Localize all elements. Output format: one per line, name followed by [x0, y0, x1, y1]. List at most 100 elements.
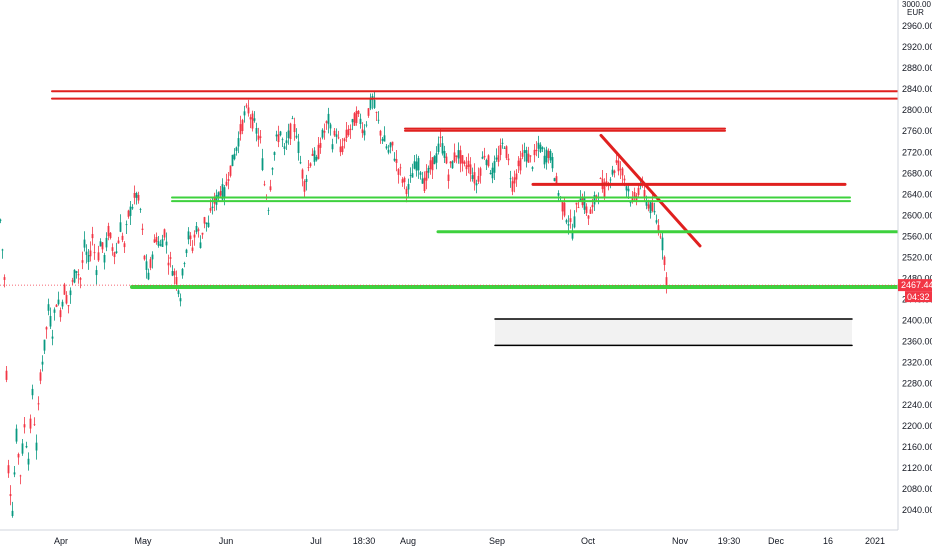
candle-body [253, 118, 256, 121]
candle-body [177, 290, 180, 295]
candle-body [443, 150, 446, 158]
candle-body [175, 277, 178, 285]
price-tick-label: 2400.00 [902, 316, 932, 326]
candle-body [261, 158, 264, 170]
candle-body [71, 280, 74, 282]
candle-body [167, 262, 170, 266]
candle-body [623, 178, 626, 181]
candle-body [117, 240, 120, 244]
candle-body [45, 327, 48, 330]
candle-body [569, 218, 572, 223]
candle-body [363, 130, 366, 136]
candle-body [531, 167, 534, 169]
candle-body [525, 150, 528, 162]
candle-body [627, 188, 630, 192]
candle-body [267, 210, 270, 211]
candle-body [65, 294, 68, 304]
candle-body [575, 202, 578, 205]
candle-body [217, 192, 220, 197]
price-tick-label: 2160.00 [902, 442, 932, 452]
candle-body [497, 155, 500, 162]
candle-body [59, 310, 62, 318]
price-tick-label: 2240.00 [902, 400, 932, 410]
candle-body [7, 465, 10, 474]
candle-body [521, 152, 524, 157]
price-tick-label: 2680.00 [902, 168, 932, 178]
candle-body [145, 261, 148, 270]
candle-body [311, 153, 314, 156]
candle-body [339, 146, 342, 153]
candle-body [227, 179, 230, 181]
price-tick-label: 2120.00 [902, 463, 932, 473]
candle-body [611, 169, 614, 175]
candle-body [171, 271, 174, 276]
candle-body [617, 160, 620, 172]
candle-body [461, 155, 464, 164]
candle-body [275, 134, 278, 137]
candle-body [49, 315, 52, 327]
time-ticks: Apr May Jun Jul 18:30 Aug Sep Oct Nov 19:30 Dec 16 2… [54, 536, 885, 546]
drawn-trendlines[interactable] [51, 90, 900, 347]
candle-body [153, 239, 156, 243]
candle-body [405, 188, 408, 195]
candle-body [103, 254, 106, 263]
price-axis[interactable]: 3000.00 EUR 2040.00 2080.00 2120.00 2160.00… [897, 0, 932, 530]
candle-body [113, 252, 116, 258]
candle-body [231, 154, 234, 167]
candle-body [399, 167, 402, 169]
candle-body [535, 149, 538, 152]
candle-body [225, 181, 228, 186]
candle-body [327, 113, 330, 125]
candle-body [43, 339, 46, 351]
candle-body [189, 235, 192, 239]
candle-body [323, 131, 326, 133]
candle-body [135, 192, 138, 198]
candle-body [193, 234, 196, 238]
candle-body [539, 144, 542, 152]
candle-body [385, 146, 388, 149]
candle-body [165, 241, 168, 246]
candle-body [481, 156, 484, 159]
candle-body [289, 123, 292, 140]
candle-body [237, 138, 240, 147]
last-price-box [898, 279, 932, 292]
candle-body [343, 138, 346, 142]
candle-body [565, 220, 568, 223]
candle-body [5, 370, 8, 380]
candle-body [377, 119, 380, 121]
candle-body [465, 165, 468, 170]
candle-body [425, 171, 428, 181]
time-tick-label: 16 [823, 536, 833, 546]
time-tick-label: Oct [581, 536, 596, 546]
time-axis[interactable]: Apr May Jun Jul 18:30 Aug Sep Oct Nov 19:30 Dec 16 2… [0, 529, 898, 546]
candle-body [475, 183, 478, 186]
candle-body [263, 184, 266, 186]
candle-body [445, 156, 448, 164]
candle-body [375, 112, 378, 113]
time-tick-label: Apr [54, 536, 68, 546]
price-tick-label: 2840.00 [902, 84, 932, 94]
candle-body [501, 142, 504, 144]
candle-body [287, 130, 290, 139]
candle-body [449, 161, 452, 164]
time-tick-label: 18:30 [353, 536, 376, 546]
candle-body [317, 144, 320, 159]
candle-body [551, 157, 554, 169]
candle-body [19, 475, 22, 477]
candle-body [479, 168, 482, 176]
candle-body [511, 181, 514, 192]
candle-body [57, 299, 60, 305]
time-tick-label: Dec [768, 536, 785, 546]
candle-body [657, 225, 660, 233]
candle-body [563, 202, 566, 216]
candle-body [243, 111, 246, 116]
candle-body [603, 182, 606, 197]
candle-body [303, 181, 306, 192]
candle-body [369, 97, 372, 109]
candle-body [247, 107, 250, 114]
candle-body [179, 298, 182, 302]
candle-body [355, 110, 358, 123]
price-axis-background [898, 0, 932, 530]
candle-body [63, 284, 66, 295]
